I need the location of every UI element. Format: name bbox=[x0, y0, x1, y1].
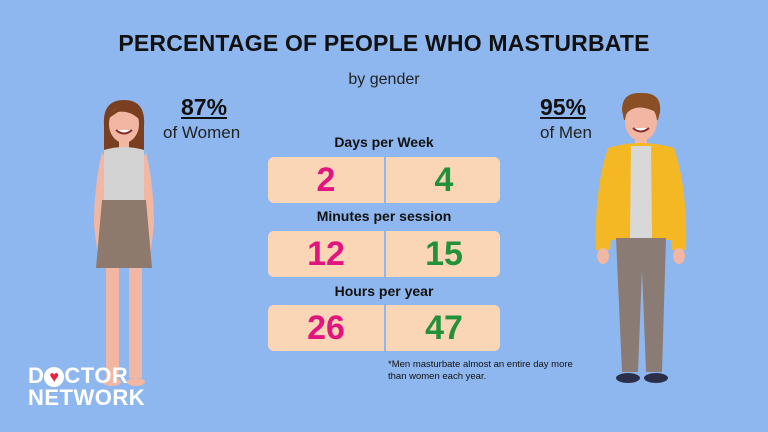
men-minutes-value: 15 bbox=[425, 235, 463, 273]
men-hours-value: 47 bbox=[425, 309, 463, 347]
women-days-value: 2 bbox=[316, 161, 336, 199]
men-days-value: 4 bbox=[434, 161, 454, 199]
heart-icon: ♥ bbox=[44, 367, 65, 387]
minutes-per-session-pill: 12 15 bbox=[268, 231, 500, 277]
page-title: PERCENTAGE OF PEOPLE WHO MASTURBATE bbox=[118, 30, 650, 56]
footnote: *Men masturbate almost an entire day mor… bbox=[388, 359, 573, 382]
row-label-hours: Hours per year bbox=[334, 283, 434, 299]
men-label: of Men bbox=[540, 123, 592, 142]
women-hours-value: 26 bbox=[307, 309, 345, 347]
pill-divider bbox=[384, 231, 386, 277]
doctor-network-logo: D ♥ CTOR NETWORK bbox=[28, 363, 146, 410]
man-illustration bbox=[595, 92, 687, 383]
men-percent: 95% bbox=[540, 94, 587, 120]
pill-divider bbox=[384, 157, 386, 203]
women-label: of Women bbox=[163, 123, 241, 142]
woman-illustration bbox=[94, 100, 154, 386]
page-subtitle: by gender bbox=[348, 71, 420, 88]
pill-divider bbox=[384, 305, 386, 351]
row-label-days: Days per Week bbox=[334, 134, 434, 150]
women-minutes-value: 12 bbox=[307, 235, 345, 273]
hours-per-year-pill: 26 47 bbox=[268, 305, 500, 351]
days-per-week-pill: 2 4 bbox=[268, 157, 500, 203]
women-percent: 87% bbox=[181, 94, 228, 120]
row-label-minutes: Minutes per session bbox=[316, 208, 452, 224]
